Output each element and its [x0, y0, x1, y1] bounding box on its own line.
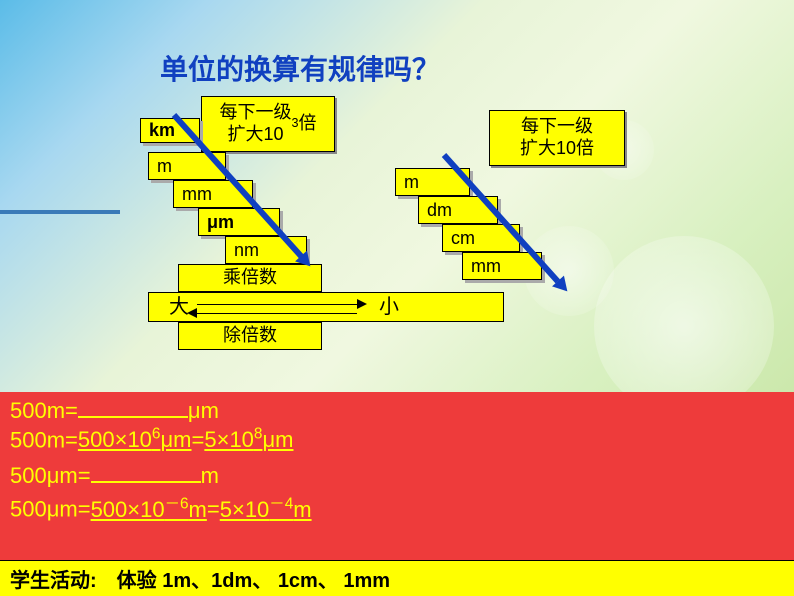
- q2-prefix: 500μm=: [10, 463, 91, 488]
- blank-2: [91, 481, 201, 483]
- bokeh-circle: [594, 236, 774, 416]
- q1-prefix: 500m=: [10, 398, 78, 423]
- step-right-mm: mm: [462, 252, 542, 280]
- a1-val1: 500×106μm: [78, 427, 192, 452]
- arrow-head-left-icon: [187, 308, 197, 318]
- a2-val1: 500×10－6m: [91, 497, 207, 522]
- a1-prefix: 500m=: [10, 427, 78, 452]
- arrow-head-right-icon: [357, 299, 367, 309]
- small-label: 小: [379, 295, 399, 319]
- answer-2: 500μm=500×10－6m=5×10－4m: [10, 491, 784, 522]
- answer-1: 500m=500×106μm=5×108μm: [10, 426, 784, 453]
- a2-val2: 5×10－4m: [220, 497, 312, 522]
- big-small-box: 大 小: [148, 292, 504, 322]
- arrow-line-right: [197, 304, 357, 305]
- rule-box-right: 每下一级扩大10倍: [489, 110, 625, 166]
- exercise-panel: 500m=μm 500m=500×106μm=5×108μm 500μm=m 5…: [0, 392, 794, 560]
- decorative-line: [0, 210, 120, 214]
- a1-val2: 5×108μm: [204, 427, 293, 452]
- big-label: 大: [169, 295, 189, 319]
- activity-label: 学生活动:: [10, 564, 97, 593]
- question-1: 500m= μm: [10, 398, 784, 424]
- a2-prefix: 500μm=: [10, 497, 91, 522]
- q1-unit: μm: [188, 398, 219, 423]
- blank-1: [78, 416, 188, 418]
- question-2: 500μm= m: [10, 463, 784, 489]
- page-title: 单位的换算有规律吗？: [160, 48, 440, 88]
- q2-unit: m: [201, 463, 219, 488]
- arrow-line-left: [197, 313, 357, 314]
- rule-box-left: 每下一级扩大103倍: [201, 96, 335, 152]
- a2-eq: =: [207, 497, 220, 522]
- activity-bar: 学生活动: 体验 1m、1dm、 1cm、 1mm: [0, 560, 794, 596]
- a1-eq: =: [192, 427, 205, 452]
- activity-text: 体验 1m、1dm、 1cm、 1mm: [117, 564, 390, 593]
- divide-box: 除倍数: [178, 322, 322, 350]
